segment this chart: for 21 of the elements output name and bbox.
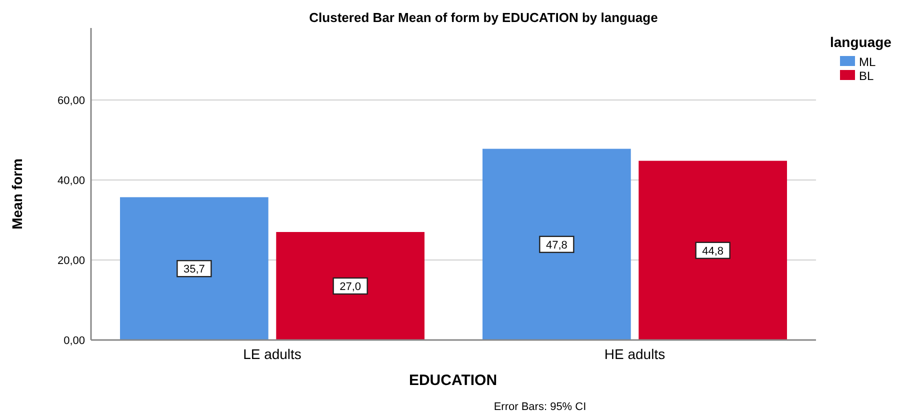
legend-label: BL: [859, 69, 874, 83]
legend-title: language: [830, 34, 892, 50]
x-tick-label: HE adults: [604, 346, 666, 362]
data-label: 47,8: [546, 239, 568, 252]
x-tick-label: LE adults: [243, 346, 302, 362]
bar: [120, 197, 268, 340]
data-label: 27,0: [340, 281, 362, 293]
chart-title: Clustered Bar Mean of form by EDUCATION by language: [309, 10, 658, 25]
bar: [276, 232, 424, 340]
y-tick-label: 60,00: [57, 95, 85, 107]
text: Error Bars: 95% CI: [494, 401, 586, 413]
y-tick-label: 20,00: [57, 255, 85, 267]
data-label: 35,7: [183, 264, 205, 276]
y-tick-label: 0,00: [64, 335, 85, 347]
y-tick-label: 40,00: [57, 175, 85, 187]
y-axis-title: Mean form: [9, 158, 25, 230]
x-axis-title: EDUCATION: [408, 372, 498, 389]
bar: [638, 160, 787, 340]
bar: [482, 148, 631, 340]
data-label: 44,8: [702, 245, 724, 258]
legend-label: ML: [859, 55, 876, 69]
